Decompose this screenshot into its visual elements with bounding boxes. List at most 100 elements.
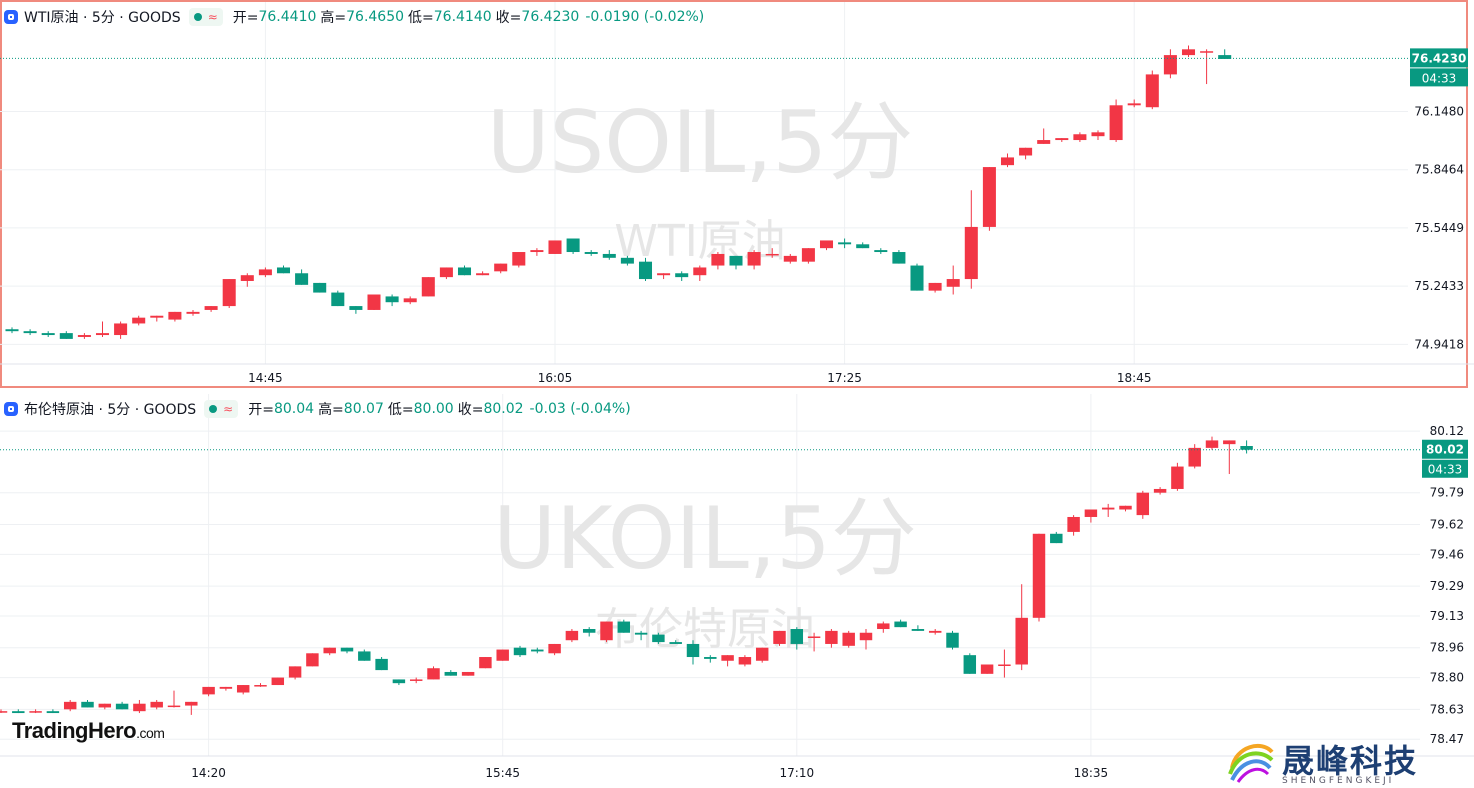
candle-body [367, 294, 381, 310]
open-value: 80.04 [273, 401, 315, 417]
candle-body [652, 634, 665, 643]
shengfeng-logo: 晟峰科技 SHENGFENGKEJI [1226, 738, 1466, 788]
candle-body [313, 282, 327, 293]
candle [1240, 440, 1253, 454]
candle-body [946, 279, 960, 287]
delayed-data-icon: ≈ [207, 10, 218, 24]
candle [295, 269, 309, 285]
candle [1163, 49, 1177, 79]
candle-body [675, 273, 689, 278]
candle [928, 282, 942, 293]
candle [1223, 440, 1236, 475]
candle-body [1119, 505, 1132, 510]
candle-body [1205, 440, 1219, 448]
brand-alt-en: SHENGFENGKEJI [1282, 776, 1395, 786]
candle [367, 294, 381, 310]
candle [331, 290, 345, 307]
candle [403, 296, 417, 305]
candle-body [512, 252, 526, 266]
symbol-title[interactable]: WTI原油 · 5分 · GOODS [24, 10, 181, 26]
candle-body [392, 679, 406, 684]
candle [409, 677, 423, 684]
panel-selection-border [0, 0, 1468, 388]
y-tick-label: 76.1480 [1414, 104, 1464, 118]
candle [236, 685, 250, 695]
status-badge[interactable]: ≈ [204, 400, 239, 418]
candlestick-chart-wti[interactable]: USOIL,5分WTI原油76.148075.846475.544975.243… [0, 0, 1474, 392]
candle [755, 647, 769, 663]
candle [801, 248, 815, 264]
symbol-title[interactable]: 布伦特原油 · 5分 · GOODS [24, 402, 197, 418]
candle-body [186, 311, 200, 314]
candle-body [276, 267, 291, 274]
candle-body [240, 275, 254, 281]
candle [638, 257, 653, 281]
low-label: 低= [408, 10, 434, 26]
candle-body [548, 240, 562, 254]
candle [620, 255, 634, 266]
high-label: 高= [318, 402, 344, 418]
candle [946, 265, 960, 295]
candle [634, 630, 648, 641]
candle [1205, 436, 1219, 450]
candle-body [150, 701, 163, 708]
y-tick-label: 79.46 [1430, 547, 1464, 561]
candle-body [444, 671, 458, 676]
low-label: 低= [387, 402, 414, 418]
candle-body [1091, 132, 1105, 137]
candle [1019, 147, 1033, 160]
y-tick-label: 78.63 [1430, 702, 1464, 716]
candle [306, 653, 319, 667]
candle [982, 167, 996, 231]
candle-body [1050, 533, 1063, 544]
candle [494, 263, 508, 274]
candle-body [946, 632, 959, 648]
close-value: 76.4230 [521, 9, 580, 25]
chart-panel-brent[interactable]: 布伦特原油 · 5分 · GOODS ≈ 开= 80.04 高= 80.07 低= 8… [0, 392, 1474, 788]
candle [512, 252, 526, 268]
candle [457, 265, 472, 276]
square-logo-icon[interactable] [4, 10, 18, 24]
candle-body [1153, 488, 1167, 493]
candle [894, 619, 907, 628]
candle-body [168, 311, 182, 320]
candle [41, 331, 55, 337]
status-badge[interactable]: ≈ [188, 8, 223, 26]
candle-body [807, 636, 821, 638]
candle-body [1145, 74, 1159, 108]
candle-body [340, 647, 354, 652]
candle-body [59, 333, 73, 339]
candle [98, 703, 112, 710]
candle-body [513, 647, 527, 656]
countdown-label: 04:33 [1428, 463, 1463, 477]
square-logo-icon[interactable] [4, 402, 18, 416]
candle [29, 709, 42, 714]
candle [1032, 533, 1046, 622]
candle [349, 306, 363, 314]
candle-body [288, 666, 302, 678]
candle [874, 248, 888, 254]
candle-body [1067, 516, 1080, 532]
change-value: -0.0190 (-0.02%) [585, 9, 705, 25]
delayed-data-icon: ≈ [223, 402, 234, 416]
candle-body [23, 331, 37, 334]
candle-body [1055, 138, 1069, 141]
description-watermark: 布伦特原油 [595, 604, 815, 655]
brand-suffix: .com [136, 725, 165, 741]
y-tick-label: 80.12 [1430, 424, 1464, 438]
low-value: 76.4140 [433, 9, 492, 25]
x-tick-label: 14:20 [191, 766, 226, 780]
candle [1188, 444, 1201, 469]
chart-panel-wti[interactable]: WTI原油 · 5分 · GOODS ≈ 开= 76.4410 高= 76.4650… [0, 0, 1474, 392]
change-value: -0.03 (-0.04%) [529, 401, 631, 417]
candle [729, 255, 743, 270]
candle-body [964, 226, 978, 280]
candle [1091, 130, 1105, 141]
candle [1200, 49, 1214, 85]
candle-body [530, 250, 544, 253]
candle [133, 699, 146, 714]
candle-body [271, 677, 285, 686]
candle-body [783, 255, 797, 262]
candle [773, 630, 786, 646]
